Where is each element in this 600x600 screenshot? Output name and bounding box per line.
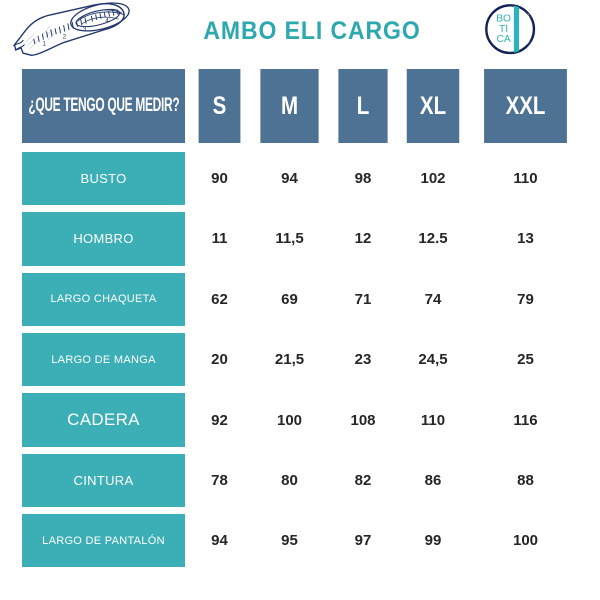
svg-text:3: 3 <box>83 26 87 33</box>
svg-text:2: 2 <box>63 33 67 40</box>
svg-text:1: 1 <box>42 41 46 48</box>
svg-text:4: 4 <box>105 17 109 24</box>
svg-text:AMBOS DE EXCESO: AMBOS DE EXCESO <box>527 13 531 45</box>
svg-text:CA: CA <box>496 34 510 45</box>
